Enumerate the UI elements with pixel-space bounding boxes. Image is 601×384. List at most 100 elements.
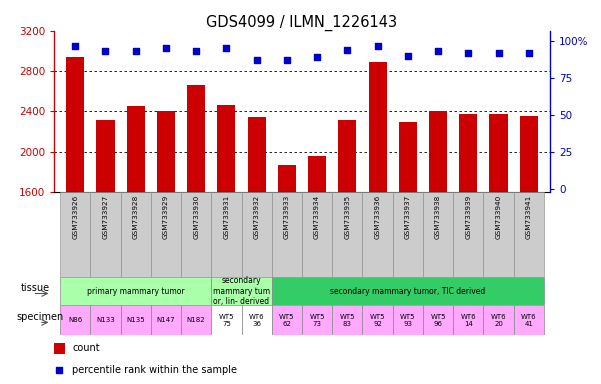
Text: GSM733929: GSM733929 [163,195,169,239]
Bar [121,305,151,335]
Text: N133: N133 [96,317,115,323]
Text: GSM733930: GSM733930 [193,195,199,239]
Text: WT5
83: WT5 83 [340,314,355,326]
Bar [90,192,121,277]
Point [403,53,413,59]
Text: percentile rank within the sample: percentile rank within the sample [72,364,237,375]
Bar [181,305,212,335]
Bar [392,305,423,335]
Bar [54,343,65,354]
Bar [96,121,115,192]
Title: GDS4099 / ILMN_1226143: GDS4099 / ILMN_1226143 [206,15,398,31]
Bar [332,192,362,277]
Bar [157,111,175,192]
Point [463,50,473,56]
Text: WT6
20: WT6 20 [490,314,506,326]
Point [282,57,291,63]
Bar [66,57,84,192]
Point [191,48,201,55]
Text: secondary mammary tumor, TIC derived: secondary mammary tumor, TIC derived [330,287,486,296]
Text: N86: N86 [68,317,82,323]
Bar [362,305,392,335]
Bar [248,118,266,192]
Bar [423,192,453,277]
Text: GSM733941: GSM733941 [526,195,532,239]
Bar [302,192,332,277]
Text: GSM733936: GSM733936 [374,195,380,239]
Bar [272,305,302,335]
Bar [423,305,453,335]
Text: WT5
73: WT5 73 [310,314,325,326]
Point [373,43,382,49]
Text: GSM733934: GSM733934 [314,195,320,239]
Text: GSM733940: GSM733940 [495,195,501,239]
Bar [212,192,242,277]
Text: WT5
62: WT5 62 [279,314,294,326]
Text: GSM733939: GSM733939 [465,195,471,239]
Bar [218,105,236,192]
Bar [181,192,212,277]
Point [131,48,141,55]
Bar [429,111,447,192]
Text: primary mammary tumor: primary mammary tumor [87,287,185,296]
Bar [272,192,302,277]
Bar [392,192,423,277]
Point [252,57,261,63]
Bar [90,305,121,335]
Bar [453,192,483,277]
Bar [514,192,544,277]
Bar [272,277,544,305]
Point [313,54,322,60]
Point [70,43,80,49]
Text: secondary
mammary tum
or, lin- derived: secondary mammary tum or, lin- derived [213,276,270,306]
Point [524,50,534,56]
Text: N147: N147 [157,317,175,323]
Point [433,48,443,55]
Bar [483,305,514,335]
Text: WT5
93: WT5 93 [400,314,415,326]
Point [222,45,231,51]
Bar [60,192,90,277]
Point [343,47,352,53]
Bar [278,165,296,192]
Bar [60,305,90,335]
Bar [398,122,417,192]
Text: GSM733935: GSM733935 [344,195,350,239]
Text: GSM733926: GSM733926 [72,195,78,239]
Bar [308,156,326,192]
Text: WT6
14: WT6 14 [460,314,476,326]
Bar [212,305,242,335]
Bar [151,192,181,277]
Bar [127,106,145,192]
Text: GSM733927: GSM733927 [103,195,109,239]
Bar [453,305,483,335]
Bar [187,85,206,192]
Point [101,48,111,55]
Bar [60,277,212,305]
Bar [489,114,508,192]
Bar [302,305,332,335]
Bar [212,277,272,305]
Bar [338,121,356,192]
Bar [242,305,272,335]
Bar [514,305,544,335]
Text: GSM733928: GSM733928 [133,195,139,239]
Text: count: count [72,343,100,354]
Point [161,45,171,51]
Text: WT6
41: WT6 41 [521,314,537,326]
Point [55,366,64,372]
Bar [520,116,538,192]
Point [493,50,503,56]
Bar [368,62,386,192]
Text: WT5
75: WT5 75 [219,314,234,326]
Text: WT5
92: WT5 92 [370,314,385,326]
Bar [459,114,477,192]
Text: N182: N182 [187,317,206,323]
Bar [242,192,272,277]
Text: WT5
96: WT5 96 [430,314,446,326]
Text: WT6
36: WT6 36 [249,314,264,326]
Text: GSM733938: GSM733938 [435,195,441,239]
Text: N135: N135 [126,317,145,323]
Text: specimen: specimen [16,312,64,322]
Text: GSM733933: GSM733933 [284,195,290,239]
